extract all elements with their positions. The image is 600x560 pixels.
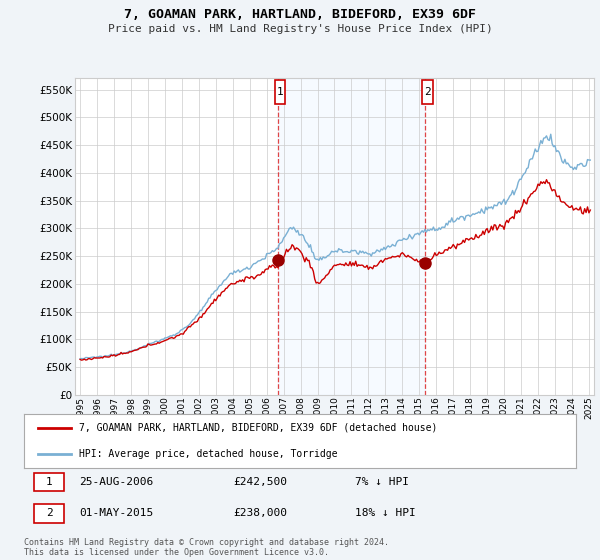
Text: 01-MAY-2015: 01-MAY-2015	[79, 508, 154, 519]
Text: 1: 1	[277, 87, 284, 97]
Text: Price paid vs. HM Land Registry's House Price Index (HPI): Price paid vs. HM Land Registry's House …	[107, 24, 493, 34]
Text: £242,500: £242,500	[234, 477, 288, 487]
FancyBboxPatch shape	[422, 80, 433, 105]
Text: 25-AUG-2006: 25-AUG-2006	[79, 477, 154, 487]
Text: 7, GOAMAN PARK, HARTLAND, BIDEFORD, EX39 6DF (detached house): 7, GOAMAN PARK, HARTLAND, BIDEFORD, EX39…	[79, 423, 437, 433]
Text: 7% ↓ HPI: 7% ↓ HPI	[355, 477, 409, 487]
FancyBboxPatch shape	[275, 80, 286, 105]
Text: £238,000: £238,000	[234, 508, 288, 519]
Text: 2: 2	[424, 87, 431, 97]
FancyBboxPatch shape	[34, 473, 64, 491]
Bar	[278, 78, 425, 395]
Text: 2: 2	[46, 508, 52, 519]
FancyBboxPatch shape	[34, 505, 64, 522]
Text: 1: 1	[46, 477, 52, 487]
Text: 18% ↓ HPI: 18% ↓ HPI	[355, 508, 416, 519]
Text: Contains HM Land Registry data © Crown copyright and database right 2024.
This d: Contains HM Land Registry data © Crown c…	[24, 538, 389, 557]
Text: 7, GOAMAN PARK, HARTLAND, BIDEFORD, EX39 6DF: 7, GOAMAN PARK, HARTLAND, BIDEFORD, EX39…	[124, 8, 476, 21]
Text: HPI: Average price, detached house, Torridge: HPI: Average price, detached house, Torr…	[79, 449, 338, 459]
